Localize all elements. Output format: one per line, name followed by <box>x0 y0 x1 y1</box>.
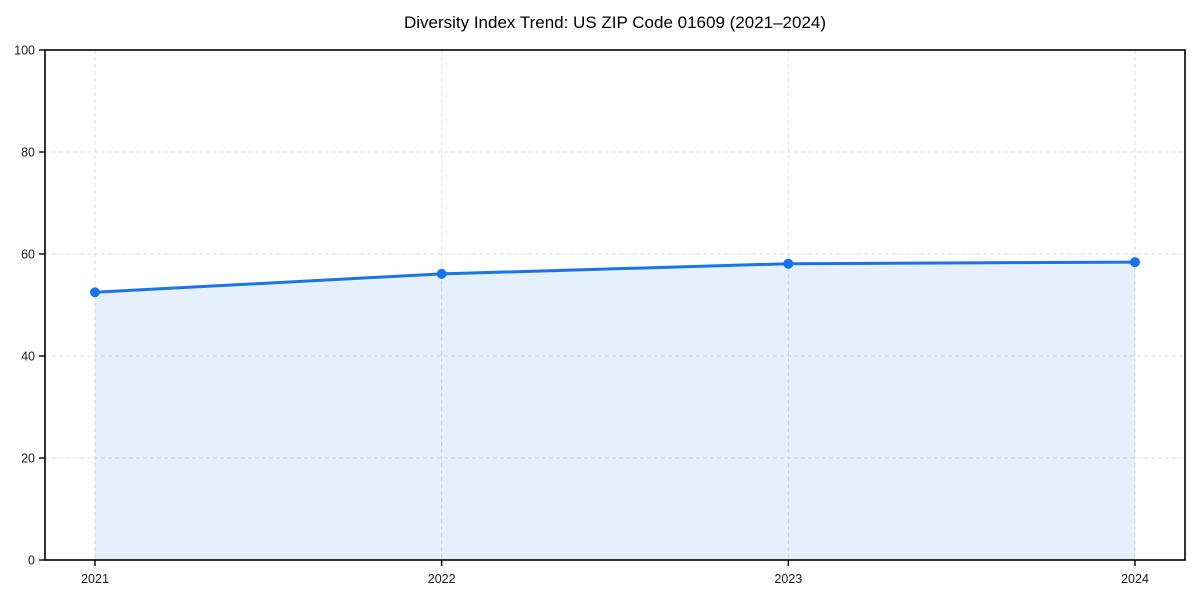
trend-line <box>93 260 1137 294</box>
y-tick-label: 0 <box>28 554 35 568</box>
y-tick-label: 40 <box>21 350 35 364</box>
y-tick-label: 60 <box>21 248 35 262</box>
data-point-2024 <box>1130 257 1140 268</box>
area-fill <box>95 262 1135 560</box>
data-point-2021 <box>90 287 100 298</box>
x-tick-label: 2024 <box>1121 572 1149 586</box>
chart-title: Diversity Index Trend: US ZIP Code 01609… <box>403 13 827 32</box>
data-point-2022 <box>436 268 447 279</box>
data-point-2023 <box>783 258 794 269</box>
y-tick-label: 80 <box>21 146 35 160</box>
x-tick-label: 2023 <box>774 572 802 586</box>
y-tick-label: 100 <box>14 44 35 58</box>
y-tick-label: 20 <box>21 452 35 466</box>
x-tick-label: 2022 <box>428 572 456 586</box>
plot-frame <box>44 49 1186 561</box>
x-tick-label: 2021 <box>81 572 109 586</box>
